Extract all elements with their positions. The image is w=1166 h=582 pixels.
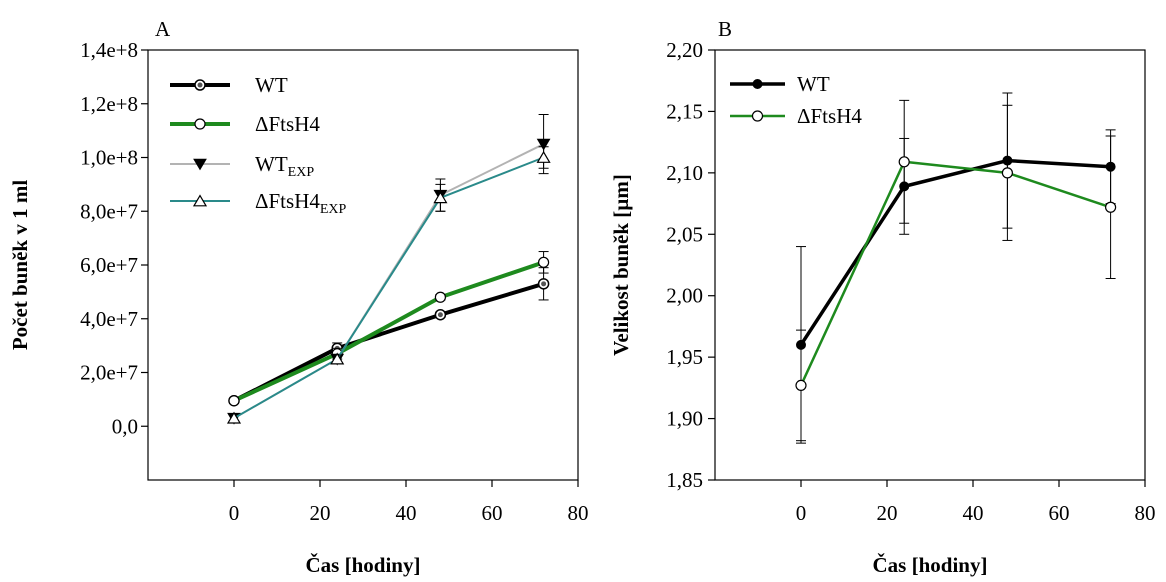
data-point bbox=[1104, 201, 1117, 213]
plot-frame bbox=[714, 49, 1146, 481]
chart-panel-a: A 0,0 2,0e+7 4,0e+7 6,0e+7 8,0e+7 1,0e+8 1,2e+8… bbox=[8, 17, 589, 577]
y-tick-label: 2,10 bbox=[666, 161, 703, 185]
x-tick-label: 60 bbox=[482, 501, 503, 525]
x-tick-label: 80 bbox=[1135, 501, 1156, 525]
x-axis-title: Čas [hodiny] bbox=[306, 553, 421, 577]
y-tick-label: 2,0e+7 bbox=[80, 361, 138, 385]
series-line bbox=[233, 260, 545, 403]
panel-label: A bbox=[155, 17, 171, 41]
y-tick-label: 2,15 bbox=[666, 99, 703, 123]
legend-label: WT bbox=[255, 73, 288, 97]
data-point bbox=[226, 411, 242, 424]
legend-name: ΔFtsH4 bbox=[255, 189, 320, 213]
data-point bbox=[536, 138, 551, 151]
y-tick-label: 1,4e+8 bbox=[80, 38, 138, 62]
series-3 bbox=[226, 146, 551, 424]
y-tick-label: 2,00 bbox=[666, 284, 703, 308]
y-tick-label: 1,0e+8 bbox=[80, 146, 138, 170]
data-point bbox=[194, 118, 206, 130]
legend-entry: ΔFtsH4 bbox=[170, 112, 320, 136]
y-tick-label: 1,2e+8 bbox=[80, 92, 138, 116]
data-point bbox=[795, 379, 807, 391]
series-line bbox=[233, 156, 544, 420]
legend-label: WT bbox=[797, 72, 830, 96]
chart-panel-b: B 1,85 1,90 1,95 2,00 2,05 2,10 2,15 2,20 0 20 40 60… bbox=[609, 17, 1156, 577]
y-axis-title: Velikost buněk [µm] bbox=[609, 174, 633, 356]
data-point bbox=[434, 291, 446, 303]
series-0 bbox=[796, 92, 1116, 444]
legend-subscript: EXP bbox=[320, 202, 347, 217]
legend-name: WT bbox=[797, 72, 830, 96]
data-point bbox=[536, 150, 551, 163]
legend-entry: WTEXP bbox=[170, 152, 314, 180]
y-tick-label: 1,95 bbox=[666, 345, 703, 369]
data-point bbox=[898, 156, 910, 168]
legend-entry: ΔFtsH4EXP bbox=[170, 189, 347, 217]
y-tick-label: 2,20 bbox=[666, 38, 703, 62]
y-tick-label: 8,0e+7 bbox=[80, 199, 138, 223]
data-point bbox=[1001, 167, 1014, 179]
y-tick-label: 1,85 bbox=[666, 468, 703, 492]
legend-entry: WT bbox=[170, 73, 288, 97]
data-point bbox=[228, 395, 240, 407]
y-axis-title: Počet buněk v 1 ml bbox=[8, 180, 32, 350]
panel-label: B bbox=[718, 17, 732, 41]
legend-label: ΔFtsH4EXP bbox=[255, 189, 347, 217]
x-tick-label: 80 bbox=[568, 501, 589, 525]
x-tick-label: 0 bbox=[229, 501, 240, 525]
legend-subscript: EXP bbox=[288, 165, 315, 180]
x-tick-label: 20 bbox=[310, 501, 331, 525]
series-1 bbox=[795, 99, 1117, 442]
y-tick-label: 1,90 bbox=[666, 407, 703, 431]
data-point-center bbox=[197, 82, 203, 88]
x-axis-title: Čas [hodiny] bbox=[873, 553, 988, 577]
series-1 bbox=[228, 251, 550, 407]
legend-name: WT bbox=[255, 73, 288, 97]
data-point-center bbox=[541, 281, 547, 287]
data-point bbox=[751, 110, 764, 122]
series-0 bbox=[228, 267, 550, 407]
data-point bbox=[192, 194, 208, 207]
data-point bbox=[752, 79, 763, 89]
legend-entry: WT bbox=[730, 72, 830, 96]
x-tick-label: 0 bbox=[796, 501, 807, 525]
y-tick-label: 2,05 bbox=[666, 222, 703, 246]
x-tick-label: 60 bbox=[1049, 501, 1070, 525]
legend-label: ΔFtsH4 bbox=[797, 104, 862, 128]
legend-label: WTEXP bbox=[255, 152, 314, 180]
series-line bbox=[233, 281, 545, 403]
y-tick-label: 0,0 bbox=[112, 414, 138, 438]
legend-name: ΔFtsH4 bbox=[255, 112, 320, 136]
legend-name: WT bbox=[255, 152, 288, 176]
x-tick-label: 40 bbox=[963, 501, 984, 525]
x-tick-label: 40 bbox=[396, 501, 417, 525]
data-point bbox=[330, 352, 345, 365]
plot-frame bbox=[147, 49, 579, 481]
legend-name: ΔFtsH4 bbox=[797, 104, 862, 128]
data-point bbox=[433, 191, 448, 204]
legend-entry: ΔFtsH4 bbox=[730, 104, 862, 128]
legend-label: ΔFtsH4 bbox=[255, 112, 320, 136]
data-point-center bbox=[437, 312, 443, 318]
y-tick-label: 6,0e+7 bbox=[80, 253, 138, 277]
x-tick-label: 20 bbox=[877, 501, 898, 525]
series-line bbox=[799, 158, 1111, 346]
series-line bbox=[799, 160, 1111, 386]
y-tick-label: 4,0e+7 bbox=[80, 307, 138, 331]
data-point bbox=[193, 158, 207, 171]
data-point bbox=[537, 256, 550, 268]
